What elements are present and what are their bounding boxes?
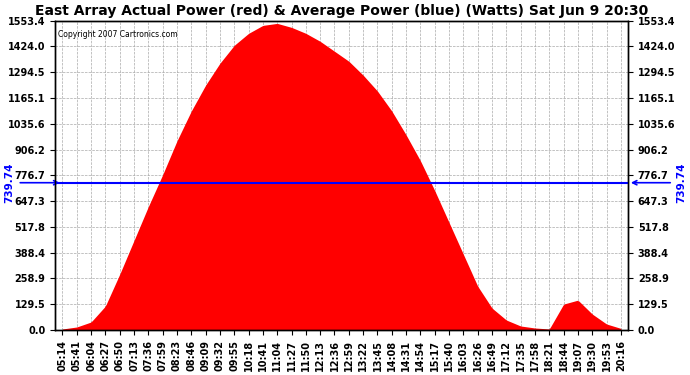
Text: 739.74: 739.74 [633, 162, 686, 203]
Text: 739.74: 739.74 [5, 162, 58, 203]
Text: Copyright 2007 Cartronics.com: Copyright 2007 Cartronics.com [58, 30, 178, 39]
Title: East Array Actual Power (red) & Average Power (blue) (Watts) Sat Jun 9 20:30: East Array Actual Power (red) & Average … [35, 4, 649, 18]
